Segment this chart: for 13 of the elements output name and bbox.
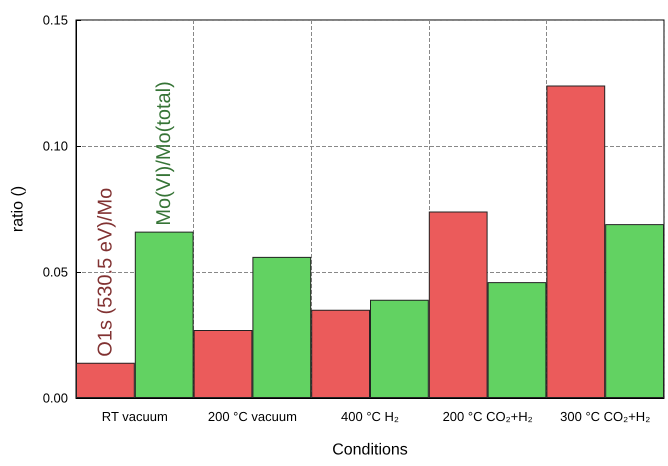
y-tick-label: 0.00 — [42, 390, 68, 406]
x-axis-title: Conditions — [332, 442, 408, 458]
x-tick-label: 400 °C H₂ — [341, 409, 399, 424]
y-tick-label: 0.05 — [42, 264, 68, 280]
y-tick-label: 0.15 — [42, 12, 68, 28]
x-tick-label: 300 °C CO₂+H₂ — [560, 409, 650, 424]
x-tick-label: RT vacuum — [102, 409, 168, 424]
x-tick-label: 200 °C CO₂+H₂ — [442, 409, 533, 424]
y-tick-label: 0.10 — [42, 138, 68, 154]
x-tick-label: 200 °C vacuum — [208, 409, 297, 424]
text: Mo(VI)/Mo(total) — [153, 81, 176, 226]
y-axis-title: ratio () — [10, 186, 26, 232]
text: O1s (530.5 eV)/Mo — [94, 188, 116, 357]
